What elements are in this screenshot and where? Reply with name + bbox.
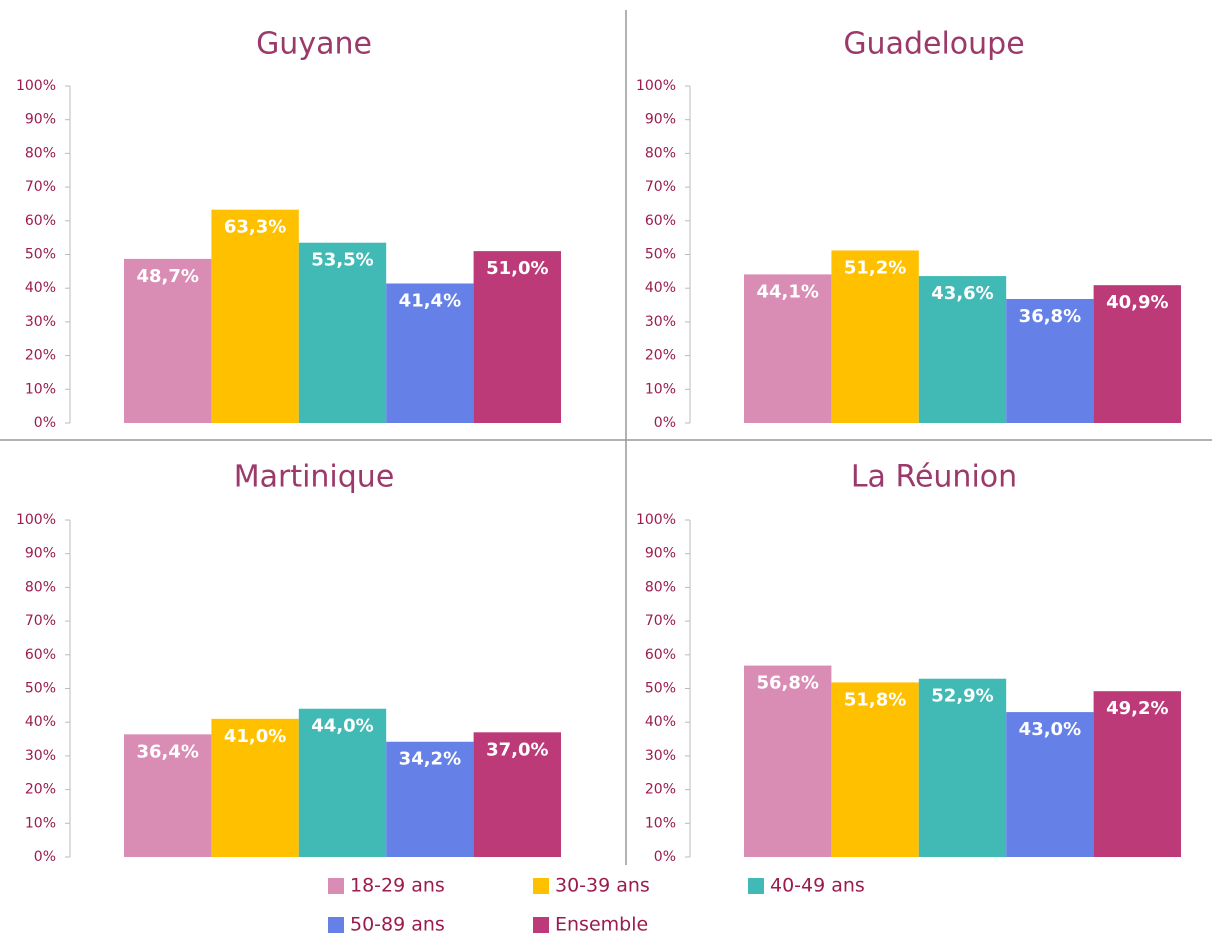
y-tick-label: 0% xyxy=(34,415,56,431)
legend-swatch xyxy=(533,917,549,933)
y-tick-label: 30% xyxy=(645,314,676,330)
bar xyxy=(124,734,212,857)
y-tick-label: 60% xyxy=(25,647,56,663)
value-label: 51,0% xyxy=(486,258,548,279)
bar xyxy=(831,250,919,423)
y-tick-label: 40% xyxy=(25,714,56,730)
bar xyxy=(1093,285,1181,423)
bar xyxy=(473,732,561,857)
value-label: 56,8% xyxy=(756,673,818,694)
value-label: 41,4% xyxy=(399,290,461,311)
y-tick-label: 10% xyxy=(25,815,56,831)
y-tick-label: 20% xyxy=(25,348,56,364)
value-label: 48,7% xyxy=(136,266,198,287)
value-label: 63,3% xyxy=(224,217,286,238)
value-label: 51,8% xyxy=(844,689,906,710)
y-tick-label: 40% xyxy=(25,280,56,296)
bar xyxy=(386,741,474,857)
y-tick-label: 0% xyxy=(34,849,56,865)
y-tick-label: 100% xyxy=(16,78,56,94)
y-tick-label: 30% xyxy=(645,748,676,764)
value-label: 44,0% xyxy=(311,716,373,737)
bar xyxy=(298,708,387,857)
value-label: 36,4% xyxy=(136,741,198,762)
bar xyxy=(124,258,212,423)
y-tick-label: 90% xyxy=(25,112,56,128)
bar xyxy=(1006,712,1094,857)
y-tick-label: 10% xyxy=(25,381,56,397)
y-tick-label: 0% xyxy=(654,849,676,865)
legend-swatch xyxy=(533,878,549,894)
y-tick-label: 70% xyxy=(645,613,676,629)
chart-title: Guyane xyxy=(256,27,372,62)
value-label: 34,2% xyxy=(399,749,461,770)
legend-label: 18-29 ans xyxy=(350,875,445,897)
chart-title: Guadeloupe xyxy=(843,27,1024,62)
value-label: 53,5% xyxy=(311,250,373,271)
bar xyxy=(1093,691,1181,857)
bar xyxy=(386,283,474,423)
y-tick-label: 40% xyxy=(645,714,676,730)
y-tick-label: 80% xyxy=(645,145,676,161)
legend-label: 40-49 ans xyxy=(770,875,865,897)
y-tick-label: 20% xyxy=(25,782,56,798)
bar xyxy=(1006,298,1094,423)
legend-swatch xyxy=(748,878,764,894)
value-label: 43,6% xyxy=(931,283,993,304)
y-tick-label: 60% xyxy=(645,213,676,229)
y-tick-label: 60% xyxy=(25,213,56,229)
value-label: 51,2% xyxy=(844,257,906,278)
value-label: 40,9% xyxy=(1106,292,1168,313)
y-tick-label: 50% xyxy=(25,247,56,263)
value-label: 37,0% xyxy=(486,739,548,760)
y-tick-label: 10% xyxy=(645,815,676,831)
y-tick-label: 50% xyxy=(645,681,676,697)
y-tick-label: 0% xyxy=(654,415,676,431)
y-tick-label: 30% xyxy=(25,314,56,330)
y-tick-label: 80% xyxy=(25,145,56,161)
value-label: 41,0% xyxy=(224,726,286,747)
bar xyxy=(211,718,299,857)
bar xyxy=(744,665,832,857)
bar xyxy=(473,251,561,423)
y-tick-label: 70% xyxy=(645,179,676,195)
y-tick-label: 70% xyxy=(25,179,56,195)
value-label: 36,8% xyxy=(1019,306,1081,327)
value-label: 52,9% xyxy=(931,686,993,707)
legend-swatch xyxy=(328,878,344,894)
y-tick-label: 70% xyxy=(25,613,56,629)
value-label: 44,1% xyxy=(756,281,818,302)
legend-label: 30-39 ans xyxy=(555,875,650,897)
y-tick-label: 60% xyxy=(645,647,676,663)
bar xyxy=(918,276,1007,423)
value-label: 49,2% xyxy=(1106,698,1168,719)
legend-label: Ensemble xyxy=(555,914,648,936)
y-tick-label: 100% xyxy=(636,512,676,528)
y-tick-label: 10% xyxy=(645,381,676,397)
y-tick-label: 80% xyxy=(645,579,676,595)
y-tick-label: 100% xyxy=(16,512,56,528)
bar xyxy=(744,274,832,423)
chart-title: Martinique xyxy=(234,460,395,495)
y-tick-label: 20% xyxy=(645,782,676,798)
chart-title: La Réunion xyxy=(851,460,1017,495)
y-tick-label: 20% xyxy=(645,348,676,364)
bar xyxy=(918,678,1007,857)
y-tick-label: 90% xyxy=(645,112,676,128)
y-tick-label: 100% xyxy=(636,78,676,94)
value-label: 43,0% xyxy=(1019,719,1081,740)
legend-swatch xyxy=(328,917,344,933)
y-tick-label: 40% xyxy=(645,280,676,296)
y-tick-label: 90% xyxy=(645,546,676,562)
y-tick-label: 30% xyxy=(25,748,56,764)
y-tick-label: 90% xyxy=(25,546,56,562)
legend-label: 50-89 ans xyxy=(350,914,445,936)
y-tick-label: 80% xyxy=(25,579,56,595)
bar xyxy=(298,242,387,423)
y-tick-label: 50% xyxy=(25,681,56,697)
y-tick-label: 50% xyxy=(645,247,676,263)
bar xyxy=(831,682,919,857)
bar xyxy=(211,209,299,423)
